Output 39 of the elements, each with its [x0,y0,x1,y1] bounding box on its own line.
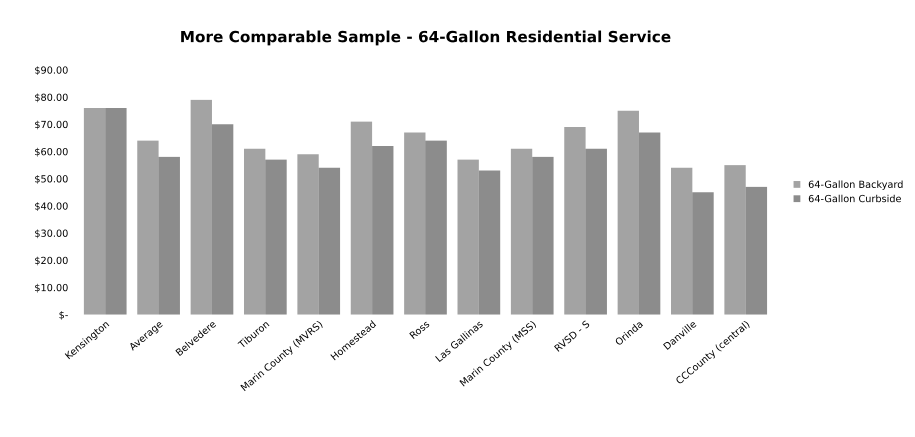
y-tick-label: $20.00 [35,256,68,266]
bar [190,100,212,315]
bar [105,108,127,315]
bar [84,108,106,315]
bar [297,154,319,315]
y-tick-label: $50.00 [35,174,68,184]
bar [458,160,479,315]
y-tick-label: $- [59,310,68,320]
bar [318,168,340,315]
bar [372,146,394,315]
bar [532,156,554,315]
bar [671,168,692,315]
bar [212,124,234,315]
legend-label: 64-Gallon Backyard [808,180,903,190]
y-tick-label: $60.00 [35,148,68,157]
chart-title: More Comparable Sample - 64-Gallon Residential Service [181,30,670,46]
bar [586,148,607,315]
y-tick-label: $70.00 [35,120,68,130]
y-tick-label: $40.00 [35,202,68,211]
bar [618,110,639,315]
y-tick-label: $10.00 [35,284,68,293]
bar [692,192,714,315]
bar [404,132,426,315]
bar [564,127,586,315]
bar [510,148,532,315]
bar [425,140,447,315]
y-tick-label: $80.00 [35,93,68,102]
y-tick-label: $30.00 [35,229,68,238]
legend-label: 64-Gallon Curbside [808,194,901,202]
bar [265,160,287,315]
bar [350,122,372,315]
bar [638,132,660,315]
bar [746,186,768,315]
y-tick-label: $90.00 [35,66,68,76]
bar [137,140,159,315]
bar [478,170,500,315]
bar [158,156,180,315]
bar [244,148,266,315]
bar [724,165,746,315]
